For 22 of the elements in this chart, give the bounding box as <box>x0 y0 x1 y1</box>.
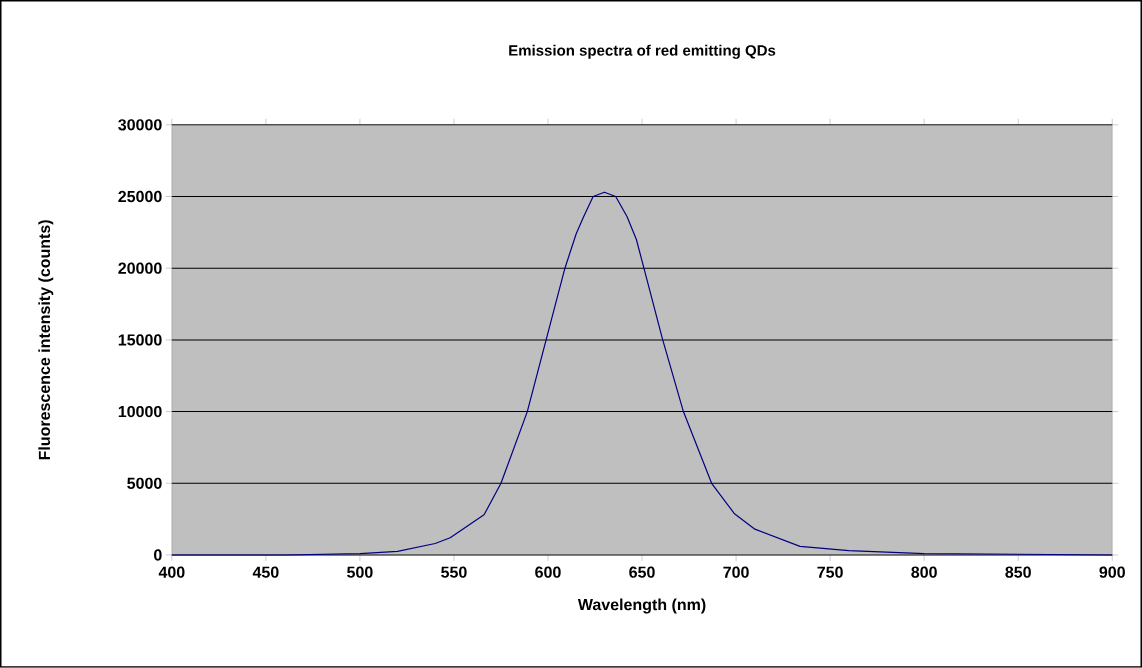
x-tick-label: 850 <box>1005 566 1031 578</box>
x-tick-label: 650 <box>629 566 655 578</box>
chart-title: Emission spectra of red emitting QDs <box>509 44 776 59</box>
x-tick-label: 900 <box>1099 566 1125 578</box>
x-tick-label: 600 <box>535 566 561 578</box>
x-tick-label: 800 <box>911 566 937 578</box>
y-tick-label: 30000 <box>118 119 162 131</box>
y-tick-label: 25000 <box>118 190 162 203</box>
y-tick-label: 15000 <box>118 334 162 346</box>
x-tick-label: 450 <box>252 566 279 578</box>
line-series <box>171 191 1113 556</box>
y-tick-label: 10000 <box>118 406 162 418</box>
x-tick-label: 750 <box>817 566 843 578</box>
x-tick-label: 550 <box>441 566 467 578</box>
x-tick-label: 700 <box>723 566 749 578</box>
x-tick-label: 500 <box>347 566 373 578</box>
x-tick-label: 400 <box>158 566 185 578</box>
y-tick-label: 0 <box>154 549 162 561</box>
y-axis-title: Fluorescence intensity (counts) <box>38 220 54 460</box>
x-axis-title: Wavelength (nm) <box>577 598 706 614</box>
y-tick-label: 20000 <box>118 262 162 274</box>
y-tick-label: 5000 <box>127 477 162 490</box>
